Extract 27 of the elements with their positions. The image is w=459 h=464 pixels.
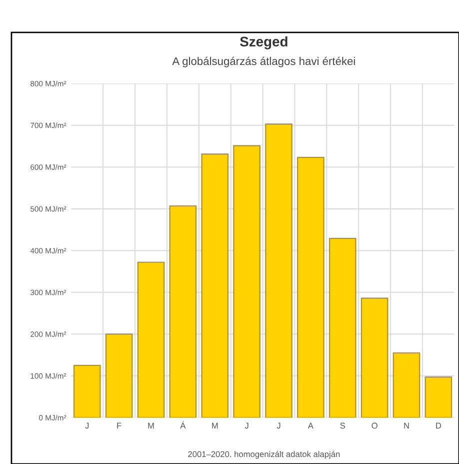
bar — [73, 364, 101, 418]
bar — [424, 376, 452, 418]
bar — [169, 205, 197, 418]
bar — [360, 298, 388, 418]
bar — [137, 262, 165, 418]
x-tick-label: S — [340, 422, 346, 429]
bar — [392, 352, 420, 418]
x-tick-label: M — [148, 422, 154, 428]
x-tick-label: M — [212, 422, 218, 428]
bar — [265, 123, 292, 418]
chart-title: Szeged — [240, 36, 288, 50]
x-tick-label: Á — [180, 421, 186, 428]
x-tick-label: N — [404, 422, 409, 428]
x-tick-label: F — [117, 422, 122, 428]
chart-subtitle: A globálsugárzás átlagos havi értékei — [172, 56, 355, 68]
bar — [105, 334, 133, 418]
x-tick-label: O — [372, 422, 378, 429]
text: 2001–2020. homogenizált adatok alapján — [188, 450, 340, 459]
x-tick-label: A — [308, 422, 314, 428]
x-tick-label: J — [244, 422, 248, 429]
x-tick-label: D — [436, 422, 442, 428]
bar — [328, 238, 356, 418]
x-tick-label: J — [85, 422, 89, 429]
bar — [233, 145, 260, 418]
bar — [201, 154, 229, 418]
x-tick-label: J — [276, 422, 280, 429]
bar — [297, 156, 324, 418]
